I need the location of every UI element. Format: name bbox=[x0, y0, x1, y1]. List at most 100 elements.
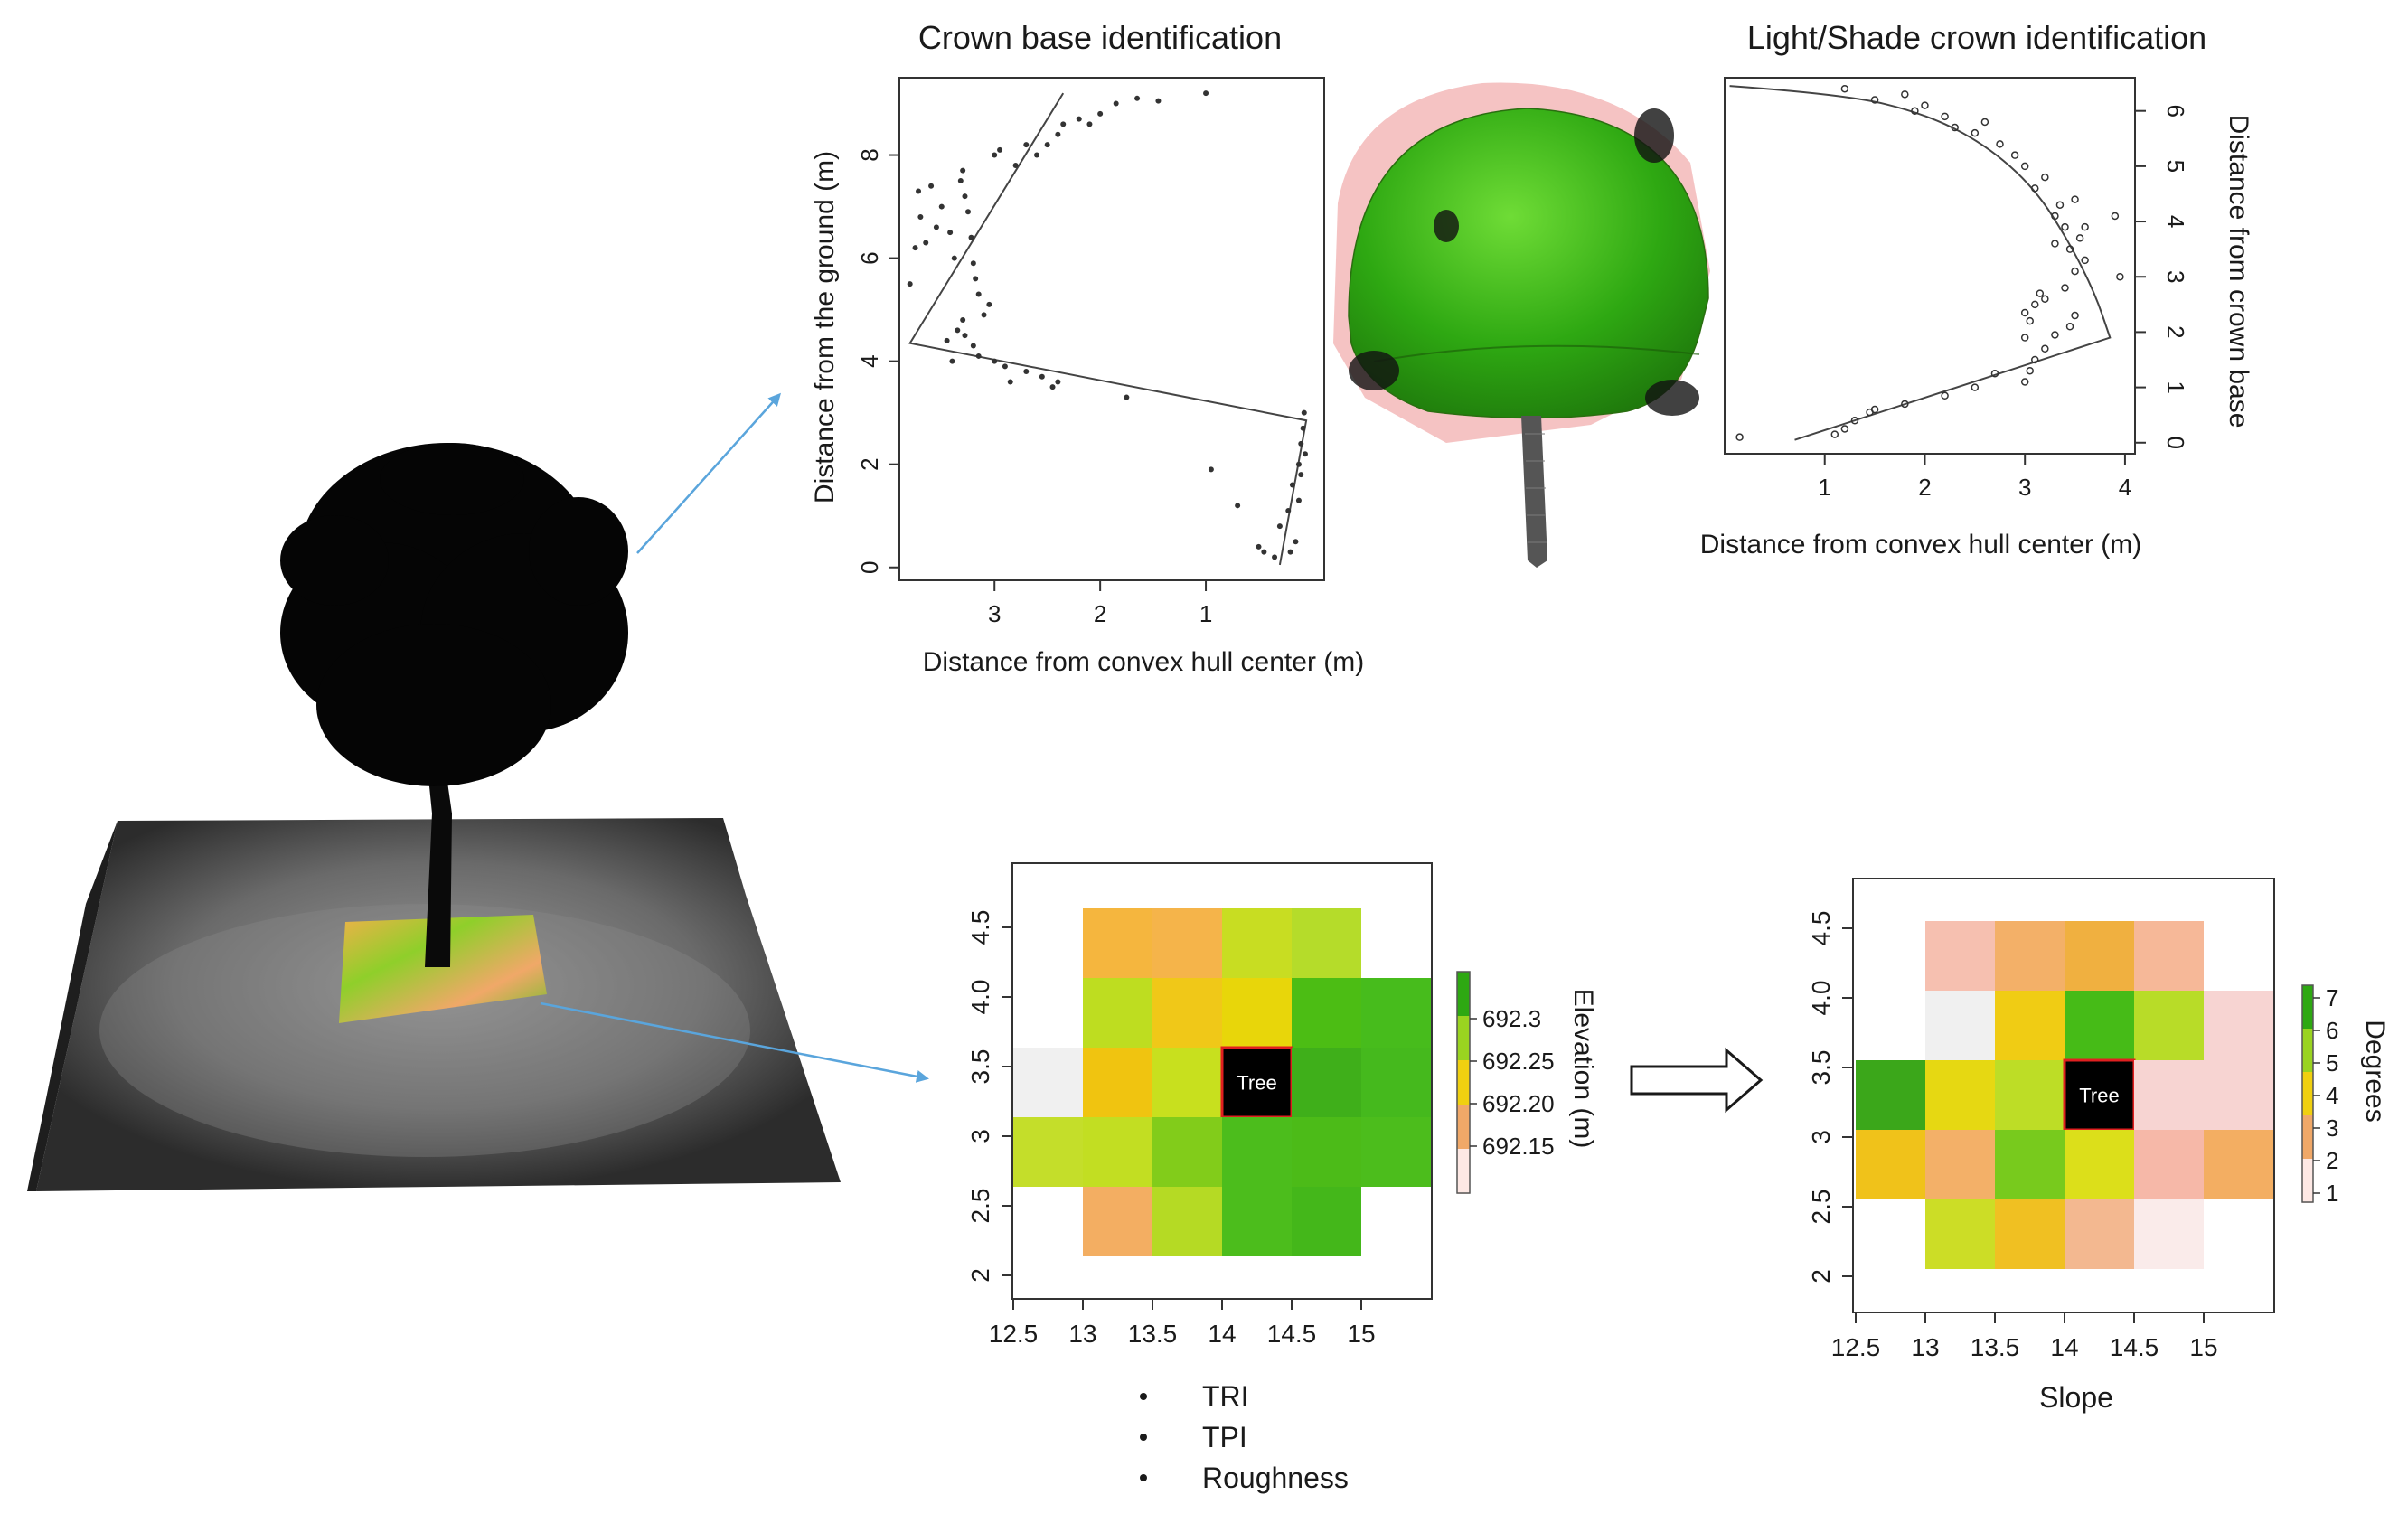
data-point bbox=[1901, 90, 1909, 99]
data-point bbox=[1295, 461, 1302, 467]
y-tick-label: 4 bbox=[2162, 215, 2189, 228]
y-tick-label: 5 bbox=[2162, 160, 2189, 173]
data-point bbox=[2020, 378, 2029, 386]
data-point bbox=[2065, 323, 2074, 331]
heatmap-cell bbox=[1152, 1117, 1222, 1187]
x-tick-label: 15 bbox=[1347, 1320, 1375, 1348]
slope-axes: 12.5 13 13.5 14 14.5 15 2 2.5 3 3.5 4.0 4.5 bbox=[1807, 911, 2218, 1361]
light-shade-ylabel: Distance from crown base bbox=[2224, 115, 2253, 428]
y-tick-label: 3.5 bbox=[1807, 1050, 1835, 1086]
heatmap-cell bbox=[1083, 908, 1152, 978]
x-tick-label: 13 bbox=[1068, 1320, 1096, 1348]
bullet-roughness: Roughness bbox=[1202, 1462, 1349, 1494]
x-tick-label: 1 bbox=[1818, 474, 1830, 501]
heatmap-cell bbox=[2204, 921, 2273, 991]
heatmap-cell bbox=[1013, 978, 1083, 1048]
heatmap-cell bbox=[1292, 978, 1361, 1048]
data-point bbox=[1060, 121, 1067, 127]
data-point bbox=[2036, 289, 2045, 297]
data-point bbox=[1941, 391, 1949, 400]
crown-hull-illustration bbox=[1333, 82, 1710, 568]
data-point bbox=[1911, 107, 1919, 115]
data-point bbox=[975, 353, 982, 359]
data-point bbox=[1289, 482, 1295, 488]
legend-swatch bbox=[1457, 1105, 1470, 1150]
data-point bbox=[2041, 173, 2049, 182]
terrain-elevation-patch bbox=[339, 915, 547, 1023]
legend-tick-label: 4 bbox=[2326, 1082, 2338, 1109]
x-tick-label: 4 bbox=[2119, 474, 2131, 501]
data-point bbox=[1203, 90, 1209, 97]
bullet-dot bbox=[1140, 1434, 1147, 1441]
data-point bbox=[973, 276, 979, 282]
data-point bbox=[955, 327, 961, 334]
data-point bbox=[1272, 554, 1278, 560]
heatmap-cell bbox=[1361, 978, 1431, 1048]
heatmap-cell bbox=[1152, 1048, 1222, 1117]
heatmap-cell bbox=[2204, 1060, 2273, 1130]
heatmap-cell bbox=[1152, 1187, 1222, 1256]
fit-line bbox=[1729, 85, 2112, 441]
data-point bbox=[947, 230, 954, 236]
y-tick-label: 4.5 bbox=[966, 910, 994, 945]
data-point bbox=[2041, 344, 2049, 353]
x-tick-label: 13.5 bbox=[1128, 1320, 1178, 1348]
bullet-dot bbox=[1140, 1474, 1147, 1481]
tree-cell-label: Tree bbox=[1237, 1072, 1276, 1095]
x-tick-label: 13.5 bbox=[1971, 1333, 2020, 1361]
legend-frame bbox=[2301, 984, 2314, 1203]
data-point bbox=[1007, 379, 1013, 385]
data-point bbox=[1276, 523, 1283, 530]
y-tick-label: 2 bbox=[1807, 1269, 1835, 1284]
data-point bbox=[1300, 425, 1306, 431]
heatmap-cell bbox=[1361, 1117, 1431, 1187]
y-tick-label: 3.5 bbox=[966, 1049, 994, 1085]
x-tick-label: 3 bbox=[988, 600, 1001, 627]
heatmap-cell bbox=[1083, 1187, 1152, 1256]
heatmap-cell bbox=[2065, 1130, 2134, 1199]
data-point bbox=[938, 203, 945, 210]
data-point bbox=[916, 188, 922, 194]
heatmap-cell bbox=[1925, 1199, 1995, 1269]
bullet-dot bbox=[1140, 1393, 1147, 1400]
x-tick-label: 13 bbox=[1911, 1333, 1939, 1361]
x-tick-label: 12.5 bbox=[989, 1320, 1039, 1348]
data-point bbox=[1941, 112, 1949, 121]
legend-tick-label: 7 bbox=[2326, 984, 2338, 1011]
crown-base-xlabel: Distance from convex hull center (m) bbox=[923, 647, 1365, 677]
crown-base-points bbox=[907, 90, 1308, 566]
y-tick-label: 4.0 bbox=[966, 980, 994, 1015]
legend-swatch bbox=[2302, 985, 2313, 1030]
legend-swatch bbox=[1457, 972, 1470, 1017]
heatmap-cell bbox=[1222, 1117, 1292, 1187]
data-point bbox=[1097, 110, 1104, 117]
y-tick-label: 4.0 bbox=[1807, 981, 1835, 1016]
legend-swatch bbox=[2302, 1115, 2313, 1160]
data-point bbox=[1039, 373, 1045, 380]
y-tick-label: 3 bbox=[1807, 1130, 1835, 1144]
data-point bbox=[962, 333, 968, 339]
data-point bbox=[2081, 222, 2089, 231]
legend-swatch bbox=[2302, 1159, 2313, 1203]
data-point bbox=[1870, 96, 1879, 104]
data-point bbox=[992, 358, 998, 364]
elevation-legend: 692.3 692.25 692.20 692.15 bbox=[1456, 971, 1555, 1194]
tree-trunk-silhouette bbox=[425, 741, 452, 967]
crown-base-axes: 3 2 1 0 2 4 6 8 bbox=[856, 148, 1212, 627]
heatmap-cell bbox=[1013, 1187, 1083, 1256]
y-tick-label: 3 bbox=[2162, 270, 2189, 283]
y-tick-label: 2.5 bbox=[966, 1189, 994, 1224]
data-point bbox=[970, 260, 976, 267]
data-point bbox=[2061, 222, 2069, 231]
heatmap-cell bbox=[1995, 991, 2065, 1060]
heatmap-cell bbox=[1013, 1048, 1083, 1117]
data-point bbox=[1002, 363, 1008, 370]
data-point bbox=[912, 245, 918, 251]
data-point bbox=[1261, 549, 1267, 555]
legend-tick-label: 3 bbox=[2326, 1114, 2338, 1142]
heatmap-cell bbox=[2065, 921, 2134, 991]
legend-frame bbox=[1456, 971, 1471, 1194]
y-tick-label: 4 bbox=[856, 354, 883, 367]
data-point bbox=[1023, 142, 1030, 148]
data-point bbox=[928, 183, 935, 189]
